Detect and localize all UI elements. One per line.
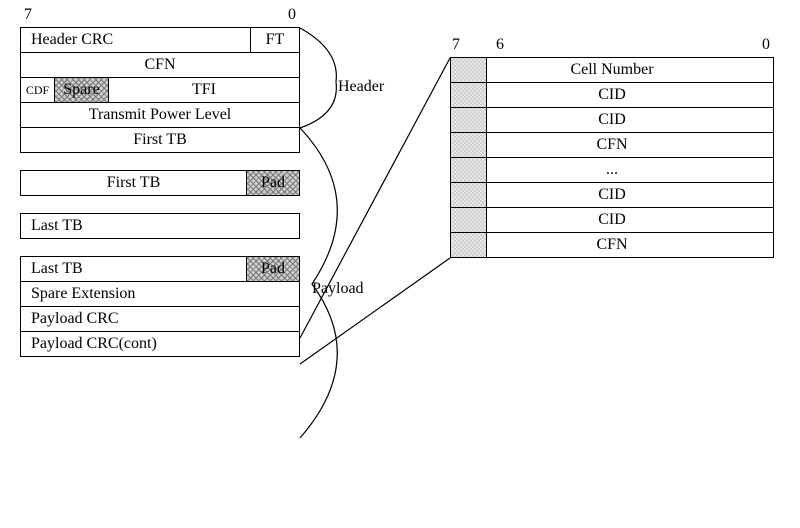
field-first-tb: First TB <box>21 128 299 152</box>
field-ft: FT <box>251 28 299 52</box>
row-last-tb-pad: Last TB Pad <box>20 256 300 282</box>
right-shade-0 <box>451 58 487 82</box>
spare-extension-expanded: 7 6 0 Cell Number CID CID CFN ... CID CI… <box>450 58 774 258</box>
right-label-0: Cell Number <box>570 57 653 83</box>
field-pad-2: Pad <box>247 257 299 281</box>
field-tx-power: Transmit Power Level <box>21 103 299 127</box>
field-spare-ext: Spare Extension <box>21 282 299 306</box>
right-label-2: CID <box>598 107 626 133</box>
right-label-1: CID <box>598 82 626 108</box>
label-header: Header <box>338 78 384 96</box>
right-label-4: ... <box>606 157 618 183</box>
field-cdf: CDF <box>21 78 55 102</box>
bit-label-0: 0 <box>288 6 296 24</box>
field-spare: Spare <box>55 78 109 102</box>
frame-structure-left: 7 0 Header CRC FT CFN CDF Spare TFI Tran… <box>20 28 300 357</box>
field-payload-crc: Payload CRC <box>21 307 299 331</box>
right-bit-6: 6 <box>496 36 504 54</box>
right-row-3: CFN <box>450 132 774 158</box>
right-label-7: CFN <box>596 232 627 258</box>
field-first-tb-2: First TB <box>21 171 247 195</box>
right-shade-1 <box>451 83 487 107</box>
right-shade-5 <box>451 183 487 207</box>
gap-3 <box>20 239 300 257</box>
right-bit-0: 0 <box>762 36 770 54</box>
field-last-tb: Last TB <box>21 214 299 238</box>
field-header-crc: Header CRC <box>21 28 251 52</box>
field-tfi: TFI <box>109 78 299 102</box>
row-cfn: CFN <box>20 52 300 78</box>
right-label-6: CID <box>598 207 626 233</box>
gap-1 <box>20 153 300 171</box>
field-last-tb-2: Last TB <box>21 257 247 281</box>
row-last-tb: Last TB <box>20 213 300 239</box>
right-shade-4 <box>451 158 487 182</box>
right-row-6: CID <box>450 207 774 233</box>
field-cfn: CFN <box>21 53 299 77</box>
row-first-tb: First TB <box>20 127 300 153</box>
row-payload-crc-cont: Payload CRC(cont) <box>20 331 300 357</box>
row-payload-crc: Payload CRC <box>20 306 300 332</box>
row-header-crc: Header CRC FT <box>20 27 300 53</box>
gap-2 <box>20 196 300 214</box>
right-row-4: ... <box>450 157 774 183</box>
row-tx-power: Transmit Power Level <box>20 102 300 128</box>
row-spare-ext: Spare Extension <box>20 281 300 307</box>
bit-label-7: 7 <box>24 6 32 24</box>
right-label-5: CID <box>598 182 626 208</box>
right-row-1: CID <box>450 82 774 108</box>
row-first-tb-pad: First TB Pad <box>20 170 300 196</box>
right-row-0: Cell Number <box>450 57 774 83</box>
right-row-7: CFN <box>450 232 774 258</box>
right-row-2: CID <box>450 107 774 133</box>
right-label-3: CFN <box>596 132 627 158</box>
row-tfi: CDF Spare TFI <box>20 77 300 103</box>
right-shade-7 <box>451 233 487 257</box>
right-shade-2 <box>451 108 487 132</box>
right-shade-3 <box>451 133 487 157</box>
right-shade-6 <box>451 208 487 232</box>
field-payload-crc-cont: Payload CRC(cont) <box>21 332 299 356</box>
right-bit-7: 7 <box>452 36 460 54</box>
right-row-5: CID <box>450 182 774 208</box>
label-payload: Payload <box>312 280 364 298</box>
field-pad-1: Pad <box>247 171 299 195</box>
